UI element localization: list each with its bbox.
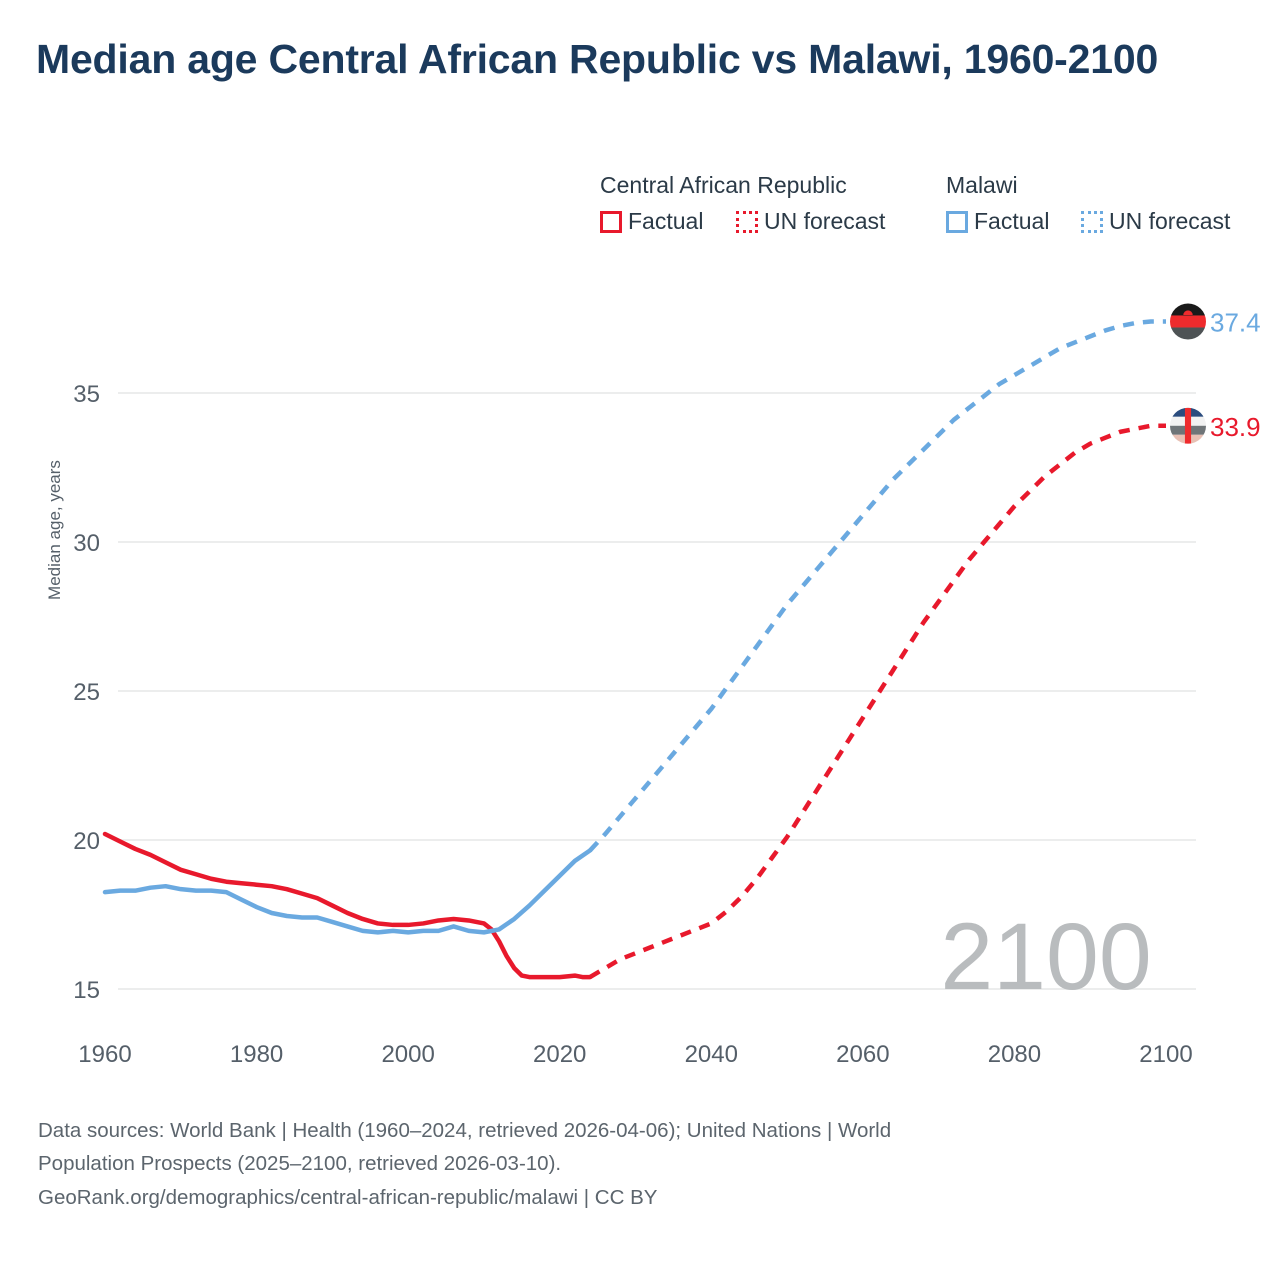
x-tick-label: 1960: [78, 1041, 131, 1068]
x-tick-label: 2040: [685, 1041, 738, 1068]
y-tick-label: 20: [73, 828, 100, 855]
malawi-flag-icon: [1170, 303, 1206, 340]
legend-item-malawi-forecast[interactable]: UN forecast: [1081, 208, 1230, 235]
y-tick-labels: 15 20 25 30 35: [73, 381, 100, 1004]
legend-country-central-african-republic: Central African Republic: [600, 172, 847, 198]
footer-line-1: Data sources: World Bank | Health (1960–…: [38, 1119, 892, 1142]
x-tick-label: 2100: [1139, 1041, 1192, 1068]
series-end-markers: 33.9 37.4: [1170, 303, 1261, 444]
legend-label-malawi-forecast: UN forecast: [1109, 208, 1231, 234]
x-tick-label: 2000: [381, 1041, 434, 1068]
chart-legend: Central African Republic Malawi Factual …: [600, 172, 1260, 235]
y-tick-label: 35: [73, 381, 100, 408]
solid-line-swatch-icon: [946, 210, 968, 233]
x-tick-label: 1980: [230, 1041, 283, 1068]
legend-label-car-forecast: UN forecast: [764, 208, 886, 234]
watermark-year: 2100: [940, 904, 1151, 1010]
legend-country-malawi: Malawi: [946, 172, 1018, 198]
legend-label-car-factual: Factual: [628, 208, 704, 234]
gridlines: [118, 392, 1196, 990]
page-title: Median age Central African Republic vs M…: [36, 36, 1159, 82]
watermark-text: 2100: [940, 904, 1151, 1010]
x-tick-label: 2080: [988, 1041, 1041, 1068]
legend-item-malawi-factual[interactable]: Factual: [946, 208, 1081, 235]
central-african-republic-flag-icon: [1170, 407, 1206, 444]
y-tick-label: 25: [73, 679, 100, 706]
footer-line-2: Population Prospects (2025–2100, retriev…: [38, 1152, 562, 1176]
x-tick-label: 2020: [533, 1041, 586, 1068]
series-line-factual: [102, 848, 593, 935]
series-line-factual: [102, 831, 593, 980]
series-line-forecast: [588, 423, 1166, 980]
series-line-forecast: [588, 319, 1166, 852]
legend-item-car-forecast[interactable]: UN forecast: [736, 208, 946, 235]
dotted-line-swatch-icon: [736, 210, 758, 233]
footer-line-3[interactable]: GeoRank.org/demographics/central-african…: [38, 1185, 658, 1209]
solid-line-swatch-icon: [600, 210, 622, 233]
series-end-value-label: 33.9: [1210, 412, 1261, 442]
x-tick-label: 2060: [836, 1041, 889, 1068]
series-lines: [102, 319, 1166, 980]
legend-country-names: Central African Republic Malawi: [600, 172, 1260, 199]
y-tick-label: 30: [73, 530, 100, 557]
legend-keys: Factual UN forecast Factual UN forecast: [600, 208, 1260, 235]
plot-area: 15 20 25 30 35 2100 33.9 37.4 1960 1980 2000 202…: [73, 303, 1261, 1068]
series-end-value-label: 37.4: [1210, 307, 1261, 337]
dotted-line-swatch-icon: [1081, 210, 1103, 233]
y-tick-label: 15: [73, 977, 100, 1004]
legend-item-car-factual[interactable]: Factual: [600, 208, 736, 235]
legend-label-malawi-factual: Factual: [974, 208, 1050, 234]
footer-sources: Data sources: World Bank | Health (1960–…: [38, 1114, 1218, 1214]
x-tick-labels: 1960 1980 2000 2020 2040 2060 2080 2100: [78, 1041, 1192, 1068]
